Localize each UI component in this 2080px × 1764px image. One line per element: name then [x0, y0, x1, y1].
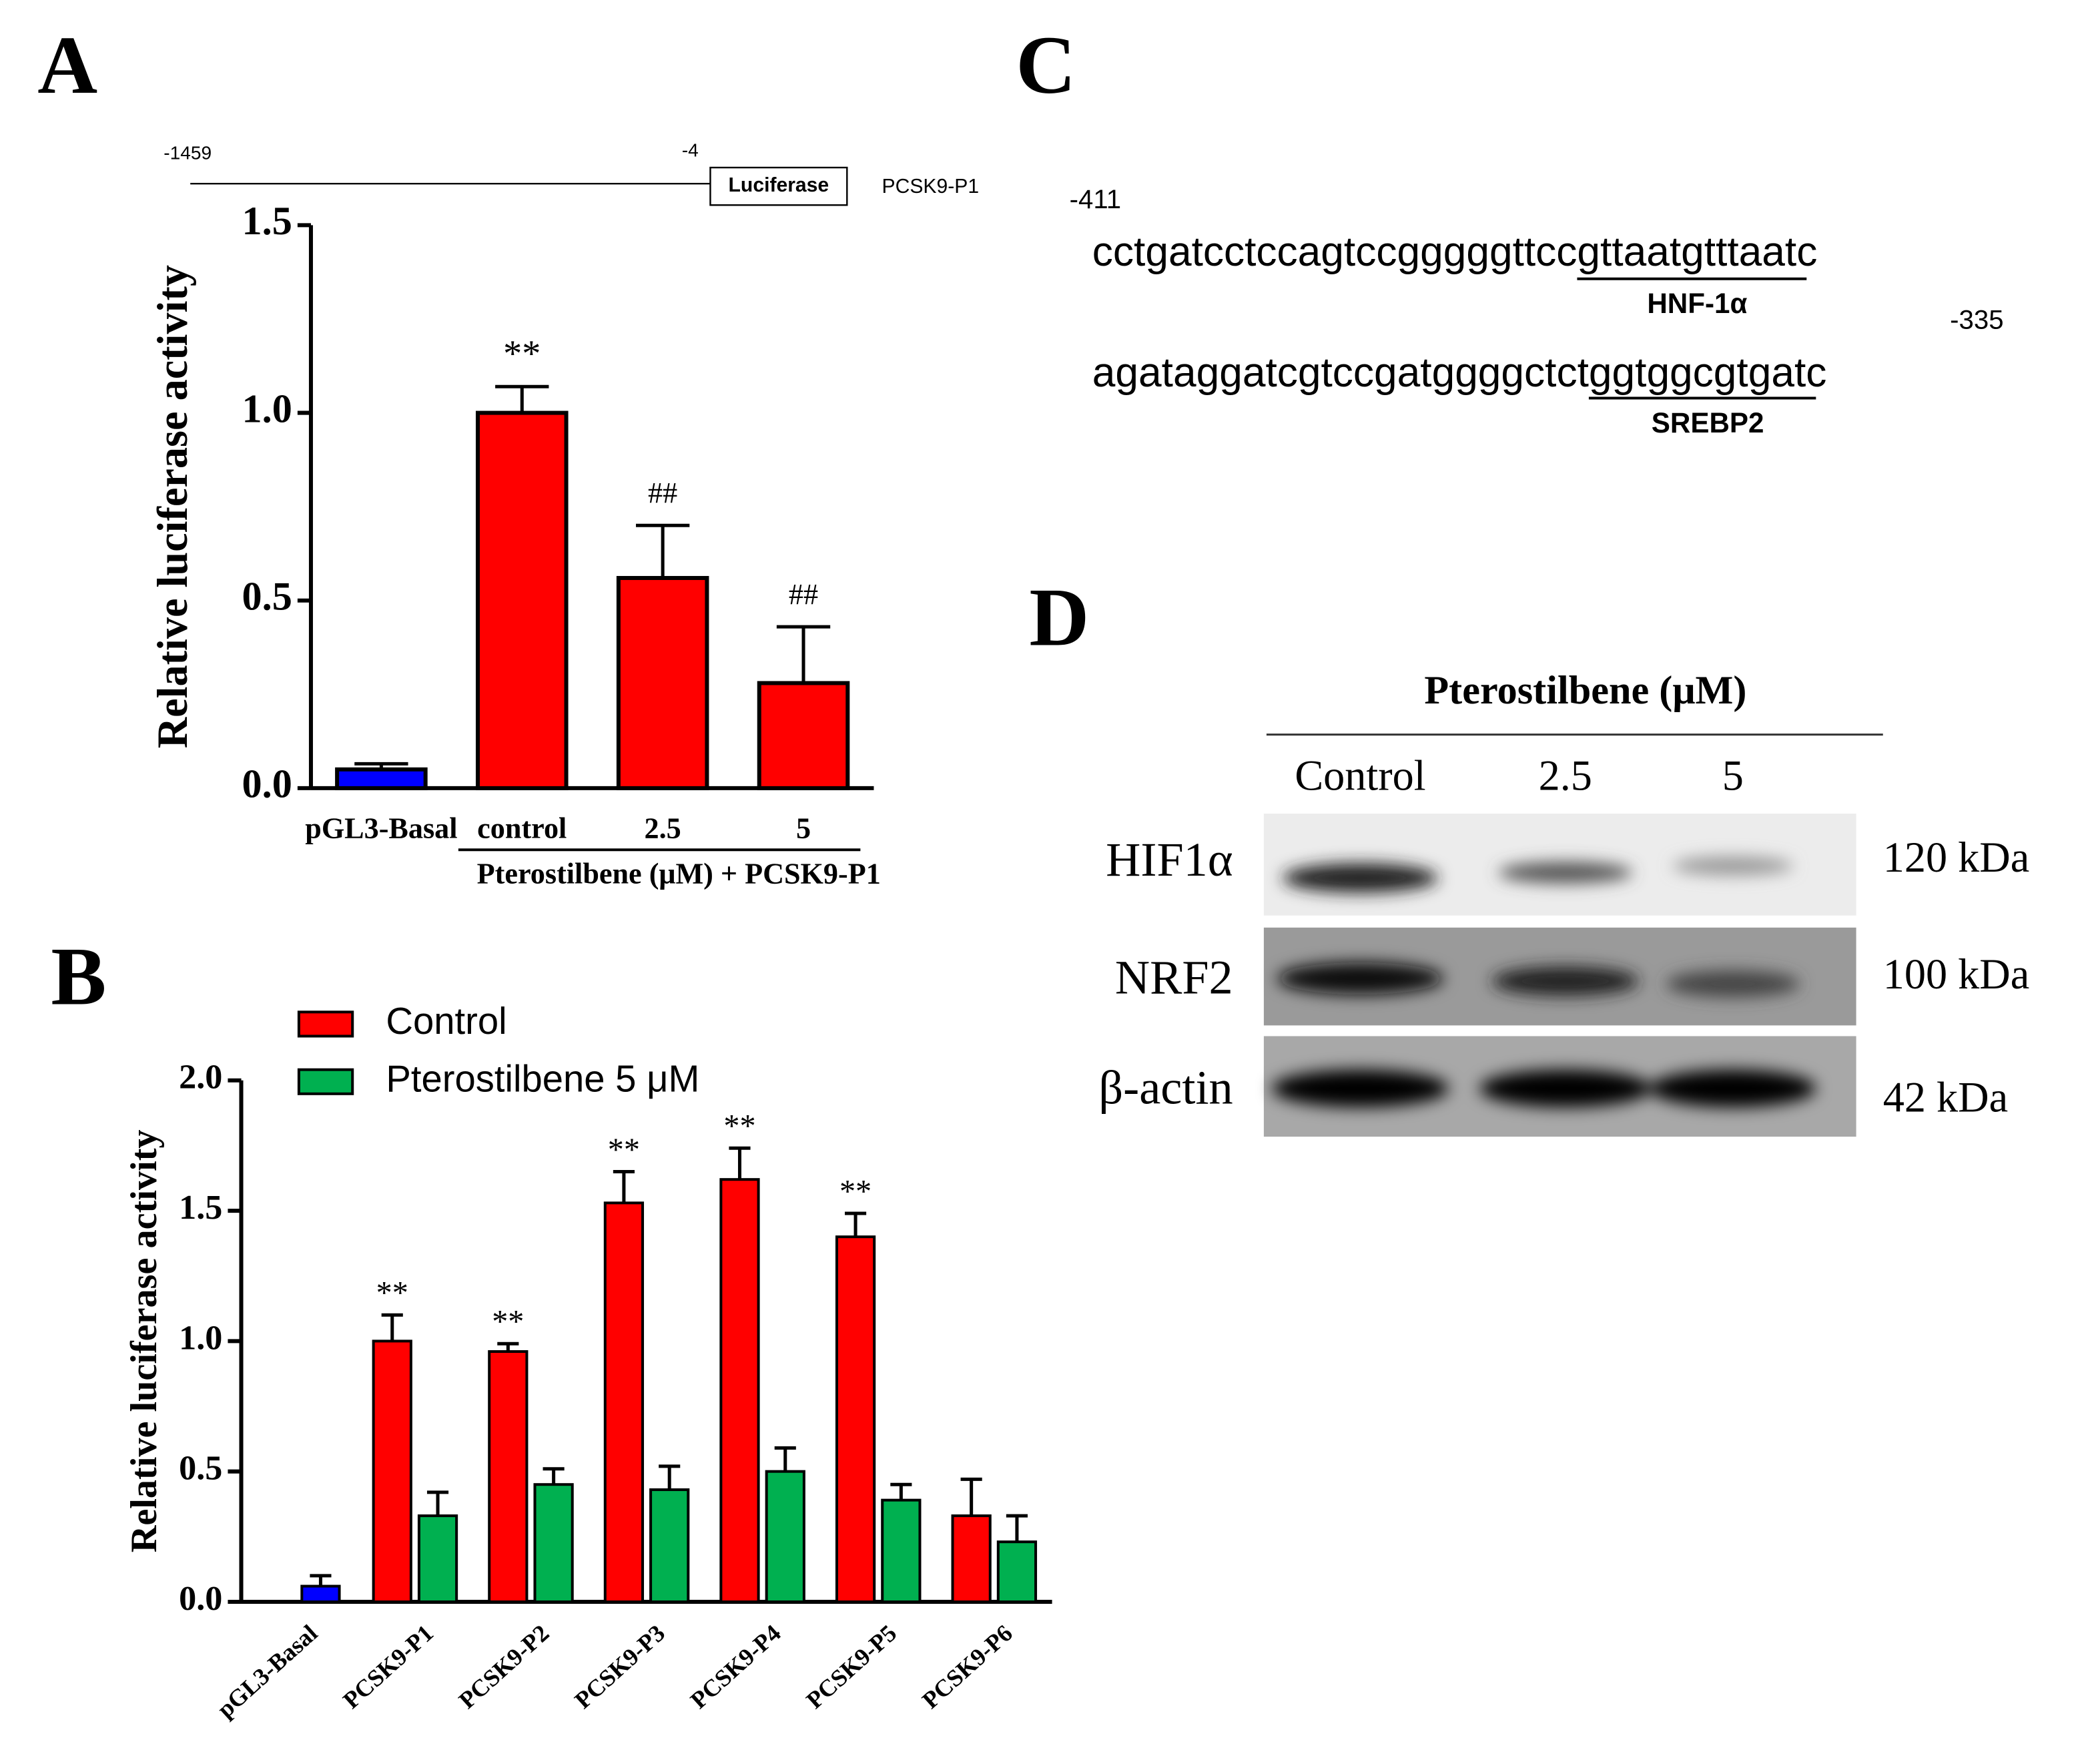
x-tick-label: PCSK9-P6: [917, 1620, 1018, 1714]
construct-end: -4: [682, 139, 699, 160]
row-label: NRF2: [1115, 951, 1233, 1004]
band: [1650, 1069, 1816, 1107]
bar: [719, 1178, 760, 1603]
bar: [533, 1483, 574, 1603]
band: [1498, 862, 1633, 884]
legend-label: Pterostilbene 5 μM: [386, 1058, 699, 1100]
blot-images: [1263, 814, 1856, 1137]
y-tick-label: 1.0: [179, 1318, 222, 1357]
x-tick-label: 5: [796, 812, 811, 844]
significance-label: **: [492, 1304, 524, 1340]
bar: [475, 410, 569, 790]
panel-label: D: [1029, 571, 1089, 663]
legend-swatch: [297, 1068, 354, 1095]
bar: [649, 1488, 690, 1603]
sequence-end: -335: [1950, 305, 2003, 335]
band: [1277, 962, 1444, 995]
bar: [417, 1514, 458, 1603]
row-label: β-actin: [1098, 1061, 1233, 1114]
bar: [488, 1350, 529, 1603]
panel-label: C: [1016, 19, 1076, 111]
legend-label: Control: [386, 1000, 506, 1042]
y-tick-label: 0.5: [242, 575, 292, 619]
size-label: 120 kDa: [1883, 834, 2029, 881]
row-label: HIF1α: [1106, 833, 1233, 886]
significance-label: ##: [789, 578, 818, 611]
binding-site: gttaatgtttaatc: [1577, 229, 1817, 275]
y-tick-label: 0.0: [242, 762, 292, 807]
group-label: Pterostilbene (μM) + PCSK9-P1: [477, 858, 881, 890]
band: [1491, 966, 1640, 996]
band: [1672, 856, 1794, 876]
band: [1271, 1069, 1449, 1107]
reporter-box: [709, 166, 848, 206]
band: [1283, 863, 1438, 893]
blot-title: Pterostilbene (μM): [1424, 668, 1746, 713]
bar: [757, 681, 850, 790]
y-axis-label: Relative luciferase activity: [123, 1129, 165, 1552]
site-label: HNF-1α: [1647, 288, 1747, 319]
sequence-start: -411: [1070, 184, 1121, 214]
significance-label: **: [503, 333, 541, 374]
reporter-label: Luciferase: [729, 174, 829, 196]
x-tick-label: control: [477, 812, 567, 844]
significance-label: **: [839, 1174, 872, 1209]
bar: [996, 1540, 1038, 1603]
bar: [372, 1340, 412, 1603]
sequence-text: cctgatcctccagtccgggggttcc: [1092, 229, 1578, 275]
x-tick-label: pGL3-Basal: [212, 1620, 323, 1723]
x-tick-label: PCSK9-P2: [454, 1620, 555, 1714]
y-tick-label: 0.5: [179, 1449, 222, 1488]
panel-label: A: [37, 19, 97, 111]
site-label: SREBP2: [1652, 407, 1764, 438]
y-tick-label: 1.0: [242, 386, 292, 431]
bar: [765, 1470, 805, 1603]
size-label: 100 kDa: [1883, 950, 2029, 998]
x-tick-label: 2.5: [645, 812, 681, 844]
construct-name: PCSK9-P1: [882, 176, 980, 198]
bar: [835, 1235, 876, 1603]
bar: [335, 767, 428, 790]
binding-site: ggtggcgtgatc: [1589, 350, 1826, 396]
y-axis-label: Relative luciferase activity: [149, 265, 196, 748]
sequence-text: agataggatcgtccgatggggctct: [1092, 350, 1589, 396]
significance-label: **: [376, 1275, 408, 1311]
band: [1479, 1069, 1652, 1107]
significance-label: ##: [648, 477, 677, 509]
bar: [300, 1584, 341, 1603]
x-tick-label: PCSK9-P3: [569, 1620, 670, 1714]
y-tick-label: 1.5: [242, 199, 292, 244]
band: [1666, 970, 1800, 998]
x-tick-label: pGL3-Basal: [305, 812, 457, 844]
x-tick-label: PCSK9-P1: [338, 1620, 438, 1714]
legend-swatch: [297, 1010, 354, 1038]
y-tick-label: 0.0: [179, 1579, 222, 1618]
y-tick-label: 2.0: [179, 1058, 222, 1097]
lane-label: 5: [1722, 752, 1744, 800]
panel-label: B: [51, 930, 106, 1022]
bar: [881, 1498, 922, 1603]
bar: [603, 1201, 645, 1603]
size-label: 42 kDa: [1883, 1074, 2008, 1121]
significance-label: **: [608, 1132, 640, 1167]
lane-label: Control: [1295, 752, 1425, 800]
construct-start: -1459: [163, 142, 212, 163]
y-tick-label: 1.5: [179, 1188, 222, 1227]
x-tick-label: PCSK9-P4: [685, 1620, 786, 1714]
bar: [951, 1514, 992, 1603]
significance-label: **: [723, 1109, 755, 1144]
bar: [616, 575, 709, 790]
x-tick-label: PCSK9-P5: [801, 1620, 902, 1714]
lane-label: 2.5: [1539, 752, 1592, 800]
